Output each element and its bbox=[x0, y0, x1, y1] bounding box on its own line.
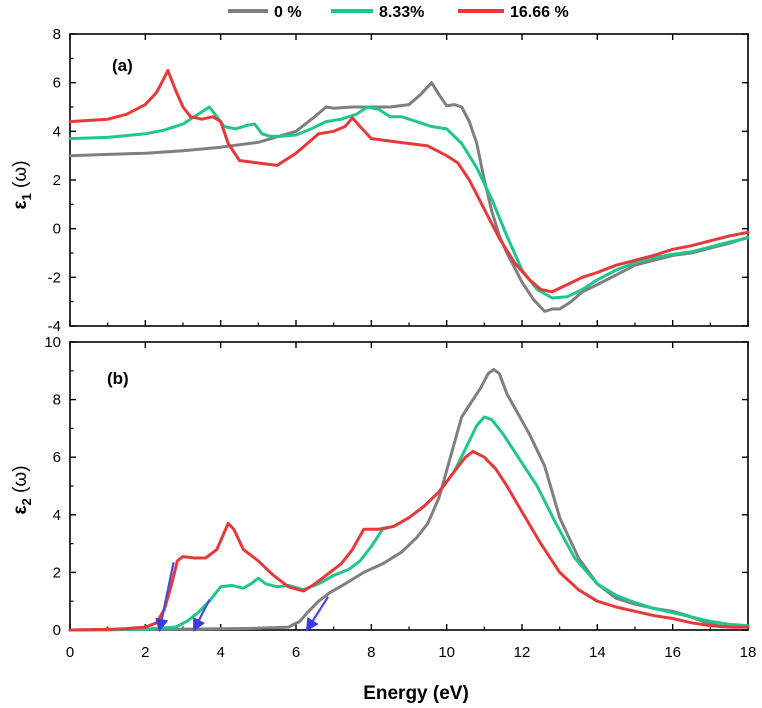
panel-a-series bbox=[68, 69, 750, 313]
onset-arrow bbox=[193, 599, 211, 632]
panel-a-label: (a) bbox=[112, 56, 133, 75]
panel-a-y-tick-label: -4 bbox=[48, 318, 61, 335]
x-tick-label: 14 bbox=[589, 644, 606, 661]
panel-a-y-tick-label: 6 bbox=[53, 75, 61, 92]
panel-b-onset-arrows bbox=[155, 562, 329, 633]
panel-a-series-line-0 bbox=[68, 81, 750, 313]
onset-arrow bbox=[155, 562, 175, 633]
x-tick-label: 2 bbox=[141, 644, 149, 661]
panel-a-y-tick-label: 8 bbox=[53, 26, 61, 43]
onset-arrow bbox=[305, 596, 329, 632]
legend-label-8pct: 8.33% bbox=[379, 4, 424, 21]
panel-a-y-tick-label: 2 bbox=[53, 172, 61, 189]
x-axis-title: Energy (eV) bbox=[363, 683, 469, 704]
x-tick-label: 0 bbox=[66, 644, 74, 661]
x-tick-label: 10 bbox=[438, 644, 455, 661]
panel-b-y-tick-label: 6 bbox=[53, 449, 61, 466]
panel-b-y-title-tail: (ω) bbox=[10, 465, 31, 498]
x-tick-label: 12 bbox=[514, 644, 531, 661]
panel-b-y-tick-label: 4 bbox=[53, 507, 61, 524]
panel-b-y-axis-title: ε2 (ω) bbox=[10, 465, 34, 514]
panel-b-y-tick-label: 10 bbox=[44, 334, 61, 351]
panel-a-y-tick-label: -2 bbox=[48, 269, 61, 286]
panel-a-y-title-tail: (ω) bbox=[10, 160, 31, 193]
panel-a-y-title-main: ε bbox=[10, 200, 31, 209]
panel-a-series-line-833 bbox=[68, 105, 750, 300]
x-tick-label: 8 bbox=[367, 644, 375, 661]
panel-a-y-tick-label: 0 bbox=[53, 221, 61, 238]
legend-label-0pct: 0 % bbox=[274, 4, 302, 21]
panel-b-y-tick-label: 8 bbox=[53, 392, 61, 409]
x-tick-label: 18 bbox=[740, 644, 757, 661]
x-tick-label: 16 bbox=[664, 644, 681, 661]
panel-b-y-ticks: 0 2 4 6 8 10 bbox=[44, 334, 749, 639]
panel-b-label: (b) bbox=[107, 369, 129, 388]
panel-b-series-line-833 bbox=[68, 415, 750, 632]
legend-label-16pct: 16.66 % bbox=[510, 4, 569, 21]
panel-b-y-tick-label: 2 bbox=[53, 564, 61, 581]
x-axis: 0 2 4 6 8 10 12 14 16 18 bbox=[66, 644, 757, 661]
legend: 0 % 8.33% 16.66 % bbox=[228, 4, 569, 21]
panel-a-series-line-1666 bbox=[68, 69, 750, 294]
panel-a-y-title-sub: 1 bbox=[19, 193, 34, 200]
x-tick-label: 6 bbox=[292, 644, 300, 661]
panel-b-y-tick-label: 0 bbox=[53, 622, 61, 639]
panel-b-series-line-0 bbox=[68, 367, 750, 632]
panel-a: -4 -2 0 2 4 6 8 (a) ε1 (ω) bbox=[10, 26, 750, 335]
panel-b-series-line-1666 bbox=[68, 449, 750, 632]
x-tick-label: 4 bbox=[216, 644, 224, 661]
panel-a-y-axis-title: ε1 (ω) bbox=[10, 160, 34, 209]
panel-b-y-title-main: ε bbox=[10, 505, 31, 514]
panel-a-y-ticks: -4 -2 0 2 4 6 8 bbox=[48, 26, 749, 335]
panel-a-y-tick-label: 4 bbox=[53, 123, 61, 140]
panel-b-series bbox=[68, 367, 750, 632]
panel-b-y-title-sub: 2 bbox=[19, 498, 34, 505]
